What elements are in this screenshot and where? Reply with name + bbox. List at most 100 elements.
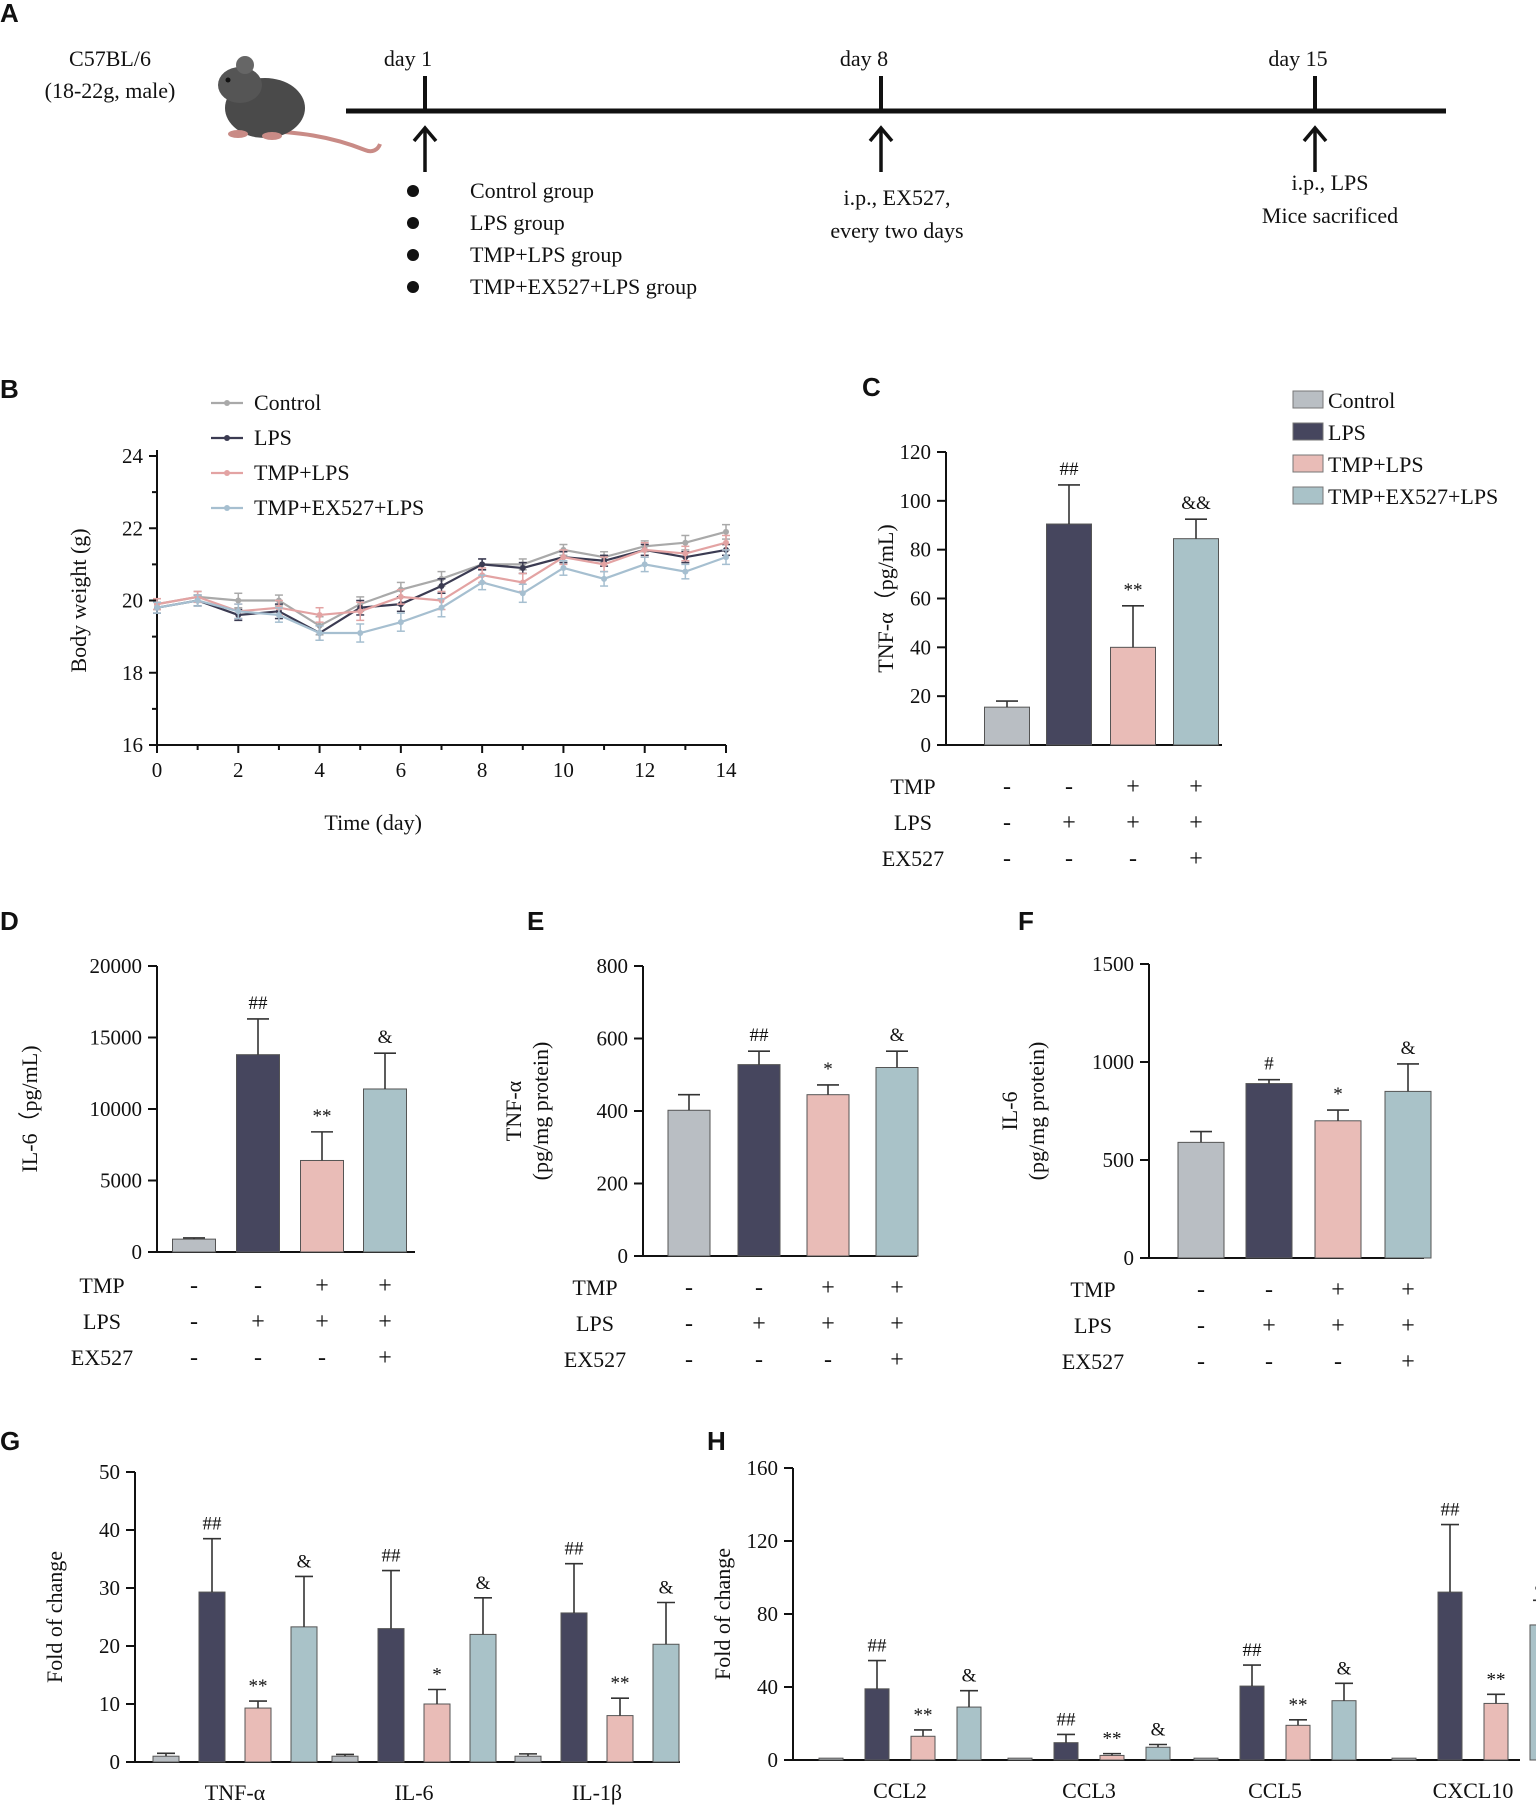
significance-label: &: [1151, 1719, 1166, 1740]
data-point: [438, 604, 445, 611]
data-point: [438, 583, 445, 590]
panel-letter-g: G: [0, 1426, 20, 1456]
significance-label: **: [313, 1106, 332, 1127]
treatment-sign: -: [1065, 846, 1073, 872]
data-point: [723, 528, 729, 535]
significance-label: &: [476, 1573, 491, 1594]
y-tick-label: 500: [1103, 1148, 1135, 1172]
treatment-sign: -: [190, 1345, 198, 1371]
x-tick-label: TNF-α: [205, 1780, 266, 1805]
bar: [875, 1067, 919, 1257]
data-point: [560, 554, 567, 561]
group-bullet: [407, 185, 419, 197]
treatment-sign: +: [1331, 1277, 1345, 1303]
y-axis-label: (pg/mg protein): [1024, 1042, 1049, 1181]
significance-label: **: [1124, 580, 1143, 601]
treatment-label: LPS: [576, 1311, 614, 1336]
treatment-label: TMP: [1070, 1277, 1115, 1302]
bar: [1331, 1700, 1357, 1761]
panel-letter-f: F: [1018, 906, 1034, 936]
data-point: [397, 619, 404, 626]
mouse-foot: [228, 130, 248, 138]
bar: [1099, 1754, 1125, 1761]
panel-letter-c: C: [862, 372, 881, 402]
x-tick-label: CCL5: [1248, 1778, 1302, 1803]
treatment-label: TMP: [890, 774, 935, 799]
bar: [956, 1706, 982, 1761]
group-bullet: [407, 281, 419, 293]
bar: [1384, 1090, 1432, 1259]
legend-label: Control: [1328, 388, 1395, 413]
y-tick-label: 24: [122, 444, 144, 468]
bar: [172, 1238, 216, 1253]
significance-label: ##: [868, 1636, 888, 1657]
treatment-label: LPS: [83, 1309, 121, 1334]
group-label: LPS group: [470, 210, 565, 235]
y-tick-label: 1500: [1092, 952, 1134, 976]
bar: [152, 1755, 180, 1763]
panel-letter-b: B: [0, 374, 19, 404]
chart-d: D 0 5000 10000 15000 20000 IL-6（pg/mL) ## ** & TMP…: [0, 906, 415, 1371]
y-tick-label: 18: [122, 661, 143, 685]
bar: [300, 1159, 344, 1253]
treatment-sign: +: [1401, 1277, 1415, 1303]
panel-letter-h: H: [707, 1426, 726, 1456]
data-point: [601, 561, 608, 568]
y-tick-label: 40: [910, 635, 931, 659]
treatment-sign: +: [315, 1309, 329, 1335]
bar: [198, 1591, 226, 1763]
bar: [1173, 538, 1219, 746]
panel-letter-a: A: [0, 0, 19, 28]
treatment-label: TMP: [572, 1275, 617, 1300]
y-tick-label: 16: [122, 733, 143, 757]
treatment-sign: +: [251, 1309, 265, 1335]
bar: [1053, 1742, 1079, 1761]
significance-label: &: [1535, 1575, 1536, 1596]
data-point: [235, 597, 242, 604]
data-point: [560, 564, 567, 571]
strain-label: C57BL/6: [69, 46, 151, 71]
timeline-note: every two days: [830, 218, 963, 243]
panel-letter-d: D: [0, 906, 19, 936]
treatment-label: LPS: [1074, 1313, 1112, 1338]
bar: [469, 1633, 497, 1763]
y-tick-label: 120: [747, 1529, 779, 1553]
x-tick-label: CCL3: [1062, 1778, 1116, 1803]
treatment-sign: -: [1129, 846, 1137, 872]
data-point: [723, 539, 729, 546]
x-tick-label: 12: [634, 758, 655, 782]
x-tick-label: 0: [152, 758, 163, 782]
treatment-label: EX527: [564, 1347, 626, 1372]
data-point: [519, 564, 526, 571]
mouse-icon: [218, 56, 382, 154]
treatment-sign: -: [1197, 1277, 1205, 1303]
treatment-sign: -: [1265, 1349, 1273, 1375]
data-point: [275, 611, 282, 618]
treatment-sign: -: [1197, 1313, 1205, 1339]
significance-label: **: [611, 1673, 630, 1694]
y-tick-label: 200: [597, 1172, 629, 1196]
bar: [236, 1054, 280, 1253]
panel-a: A C57BL/6 (18-22g, male) day 1 day 8 i.p., EX…: [0, 0, 1446, 299]
bar: [363, 1088, 407, 1253]
bar: [806, 1094, 850, 1257]
bar: [244, 1707, 272, 1763]
bar: [1110, 646, 1156, 746]
treatment-label: LPS: [894, 810, 932, 835]
y-tick-label: 60: [910, 587, 931, 611]
treatment-sign: +: [890, 1275, 904, 1301]
group-label: Control group: [470, 178, 594, 203]
y-tick-label: 40: [99, 1518, 120, 1542]
bar: [423, 1703, 451, 1763]
significance-label: **: [1487, 1669, 1506, 1690]
y-tick-label: 10000: [90, 1097, 143, 1121]
significance-label: &: [962, 1666, 977, 1687]
y-tick-label: 0: [132, 1240, 143, 1264]
data-point: [641, 546, 648, 553]
y-axis-label: (pg/mg protein): [528, 1042, 553, 1181]
legend-swatch: [1292, 390, 1324, 409]
significance-label: *: [823, 1059, 833, 1080]
y-tick-label: 20: [122, 589, 143, 613]
arrow-head: [412, 125, 438, 143]
data-point: [682, 550, 689, 557]
